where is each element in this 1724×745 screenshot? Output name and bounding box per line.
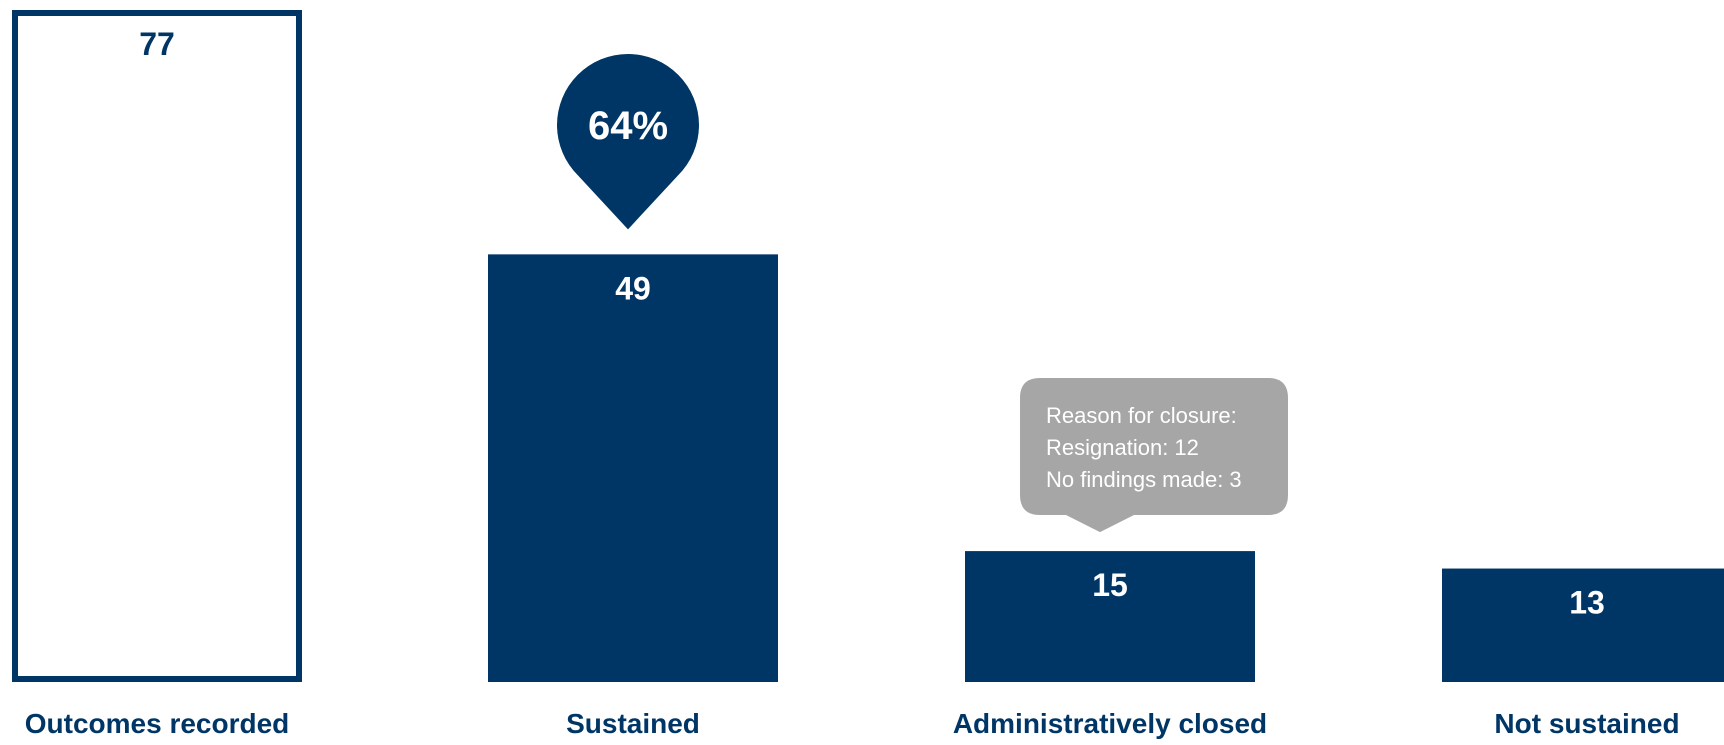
value-label-outcomes-recorded: 77 bbox=[139, 26, 175, 62]
value-label-administratively-closed: 15 bbox=[1092, 567, 1128, 603]
percent-badge: 64% bbox=[556, 54, 699, 230]
category-label-administratively-closed: Administratively closed bbox=[953, 708, 1267, 739]
closure-callout: Reason for closure: Resignation: 12 No f… bbox=[1020, 378, 1288, 533]
value-label-sustained: 49 bbox=[615, 270, 651, 306]
percent-badge-shape bbox=[556, 54, 699, 230]
value-label-not-sustained: 13 bbox=[1569, 585, 1605, 621]
bar-outcomes-recorded bbox=[12, 10, 302, 682]
closure-callout-shape bbox=[1020, 378, 1288, 533]
category-label-sustained: Sustained bbox=[566, 708, 700, 739]
bar-group-sustained: 49 Sustained bbox=[488, 254, 778, 739]
callout-line-reason-heading: Reason for closure: bbox=[1046, 403, 1237, 428]
percent-badge-text: 64% bbox=[588, 104, 668, 148]
bar-sustained bbox=[488, 254, 778, 682]
bar-group-not-sustained: 13 Not sustained bbox=[1442, 568, 1724, 739]
callout-line-no-findings: No findings made: 3 bbox=[1046, 467, 1242, 492]
category-label-outcomes-recorded: Outcomes recorded bbox=[25, 708, 290, 739]
callout-line-resignation: Resignation: 12 bbox=[1046, 435, 1199, 460]
bar-administratively-closed bbox=[965, 551, 1255, 682]
category-label-not-sustained: Not sustained bbox=[1494, 708, 1679, 739]
bar-not-sustained bbox=[1442, 568, 1724, 682]
bar-group-administratively-closed: 15 Administratively closed bbox=[953, 551, 1267, 739]
bars-layer: 77 Outcomes recorded 49 Sustained 15 Administ… bbox=[12, 10, 1724, 739]
annotation-layer: 64% Reason for closure: Resignation: 12 … bbox=[556, 54, 1288, 533]
bar-group-outcomes-recorded: 77 Outcomes recorded bbox=[12, 10, 302, 739]
